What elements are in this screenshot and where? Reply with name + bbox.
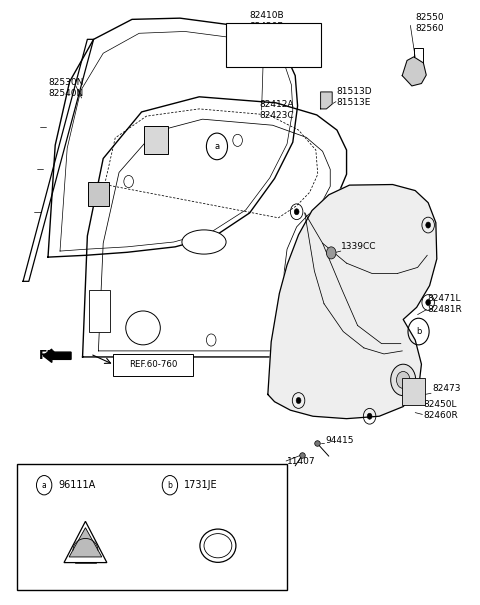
- FancyBboxPatch shape: [17, 464, 287, 590]
- Text: 1339CC: 1339CC: [341, 243, 376, 251]
- Text: 82473: 82473: [432, 384, 460, 393]
- Text: 96111A: 96111A: [59, 480, 96, 490]
- Text: 82530N
82540N: 82530N 82540N: [48, 77, 84, 98]
- Text: 94415: 94415: [325, 436, 354, 445]
- FancyArrow shape: [43, 349, 71, 362]
- Text: FR.: FR.: [39, 349, 62, 362]
- Text: b: b: [416, 327, 421, 336]
- FancyBboxPatch shape: [144, 126, 168, 154]
- Circle shape: [326, 247, 336, 259]
- Text: 1731JE: 1731JE: [184, 480, 218, 490]
- Polygon shape: [69, 528, 102, 557]
- Text: REF.60-760: REF.60-760: [129, 361, 177, 369]
- FancyBboxPatch shape: [226, 23, 321, 67]
- FancyBboxPatch shape: [89, 290, 110, 332]
- Polygon shape: [321, 92, 332, 109]
- Polygon shape: [268, 185, 437, 419]
- Polygon shape: [402, 57, 426, 86]
- Text: 82471L
82481R: 82471L 82481R: [427, 294, 462, 315]
- FancyBboxPatch shape: [88, 182, 109, 206]
- Ellipse shape: [182, 230, 226, 254]
- Circle shape: [426, 299, 431, 306]
- Circle shape: [426, 222, 431, 228]
- Ellipse shape: [200, 529, 236, 563]
- Circle shape: [367, 413, 372, 419]
- Circle shape: [296, 397, 301, 404]
- Ellipse shape: [126, 311, 160, 345]
- Text: 82450L
82460R: 82450L 82460R: [423, 400, 458, 420]
- FancyBboxPatch shape: [113, 354, 193, 376]
- Text: 82550
82560: 82550 82560: [415, 13, 444, 33]
- Text: 11407: 11407: [287, 457, 316, 465]
- Ellipse shape: [396, 371, 410, 388]
- Text: a: a: [42, 481, 47, 489]
- Polygon shape: [64, 522, 107, 563]
- Text: 81513D
81513E: 81513D 81513E: [336, 87, 372, 107]
- Text: a: a: [215, 142, 219, 151]
- Circle shape: [294, 209, 299, 215]
- Text: 82410B
82420B: 82410B 82420B: [249, 11, 284, 31]
- FancyBboxPatch shape: [402, 378, 425, 405]
- Text: b: b: [168, 481, 172, 489]
- Text: 82412A
82423C: 82412A 82423C: [259, 100, 294, 120]
- Ellipse shape: [204, 534, 232, 558]
- Ellipse shape: [391, 364, 416, 396]
